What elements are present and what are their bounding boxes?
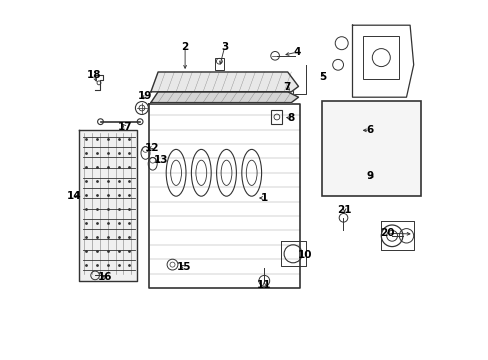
Text: 11: 11 <box>257 280 271 290</box>
Text: 1: 1 <box>260 193 267 203</box>
Bar <box>363 36 399 79</box>
Text: 17: 17 <box>118 122 132 132</box>
Text: 6: 6 <box>366 125 373 135</box>
Bar <box>215 58 224 70</box>
Text: 3: 3 <box>221 42 228 52</box>
Bar <box>280 86 292 97</box>
Text: 13: 13 <box>153 155 167 165</box>
Text: 19: 19 <box>137 91 152 102</box>
Text: 20: 20 <box>380 228 394 238</box>
Text: 10: 10 <box>297 250 312 260</box>
Bar <box>321 101 420 196</box>
Text: 4: 4 <box>292 47 300 57</box>
Text: 14: 14 <box>67 191 81 201</box>
Polygon shape <box>79 130 136 281</box>
Text: 18: 18 <box>86 70 101 80</box>
Text: 7: 7 <box>283 82 290 92</box>
Text: 8: 8 <box>286 113 294 123</box>
Bar <box>271 110 282 124</box>
Text: 12: 12 <box>144 143 159 153</box>
Text: 21: 21 <box>337 204 351 215</box>
Polygon shape <box>151 92 298 103</box>
Text: 9: 9 <box>366 171 372 181</box>
Polygon shape <box>151 72 298 92</box>
Text: 5: 5 <box>319 72 326 82</box>
Text: 16: 16 <box>98 272 112 282</box>
Text: 15: 15 <box>176 262 191 272</box>
Text: 2: 2 <box>181 42 188 52</box>
